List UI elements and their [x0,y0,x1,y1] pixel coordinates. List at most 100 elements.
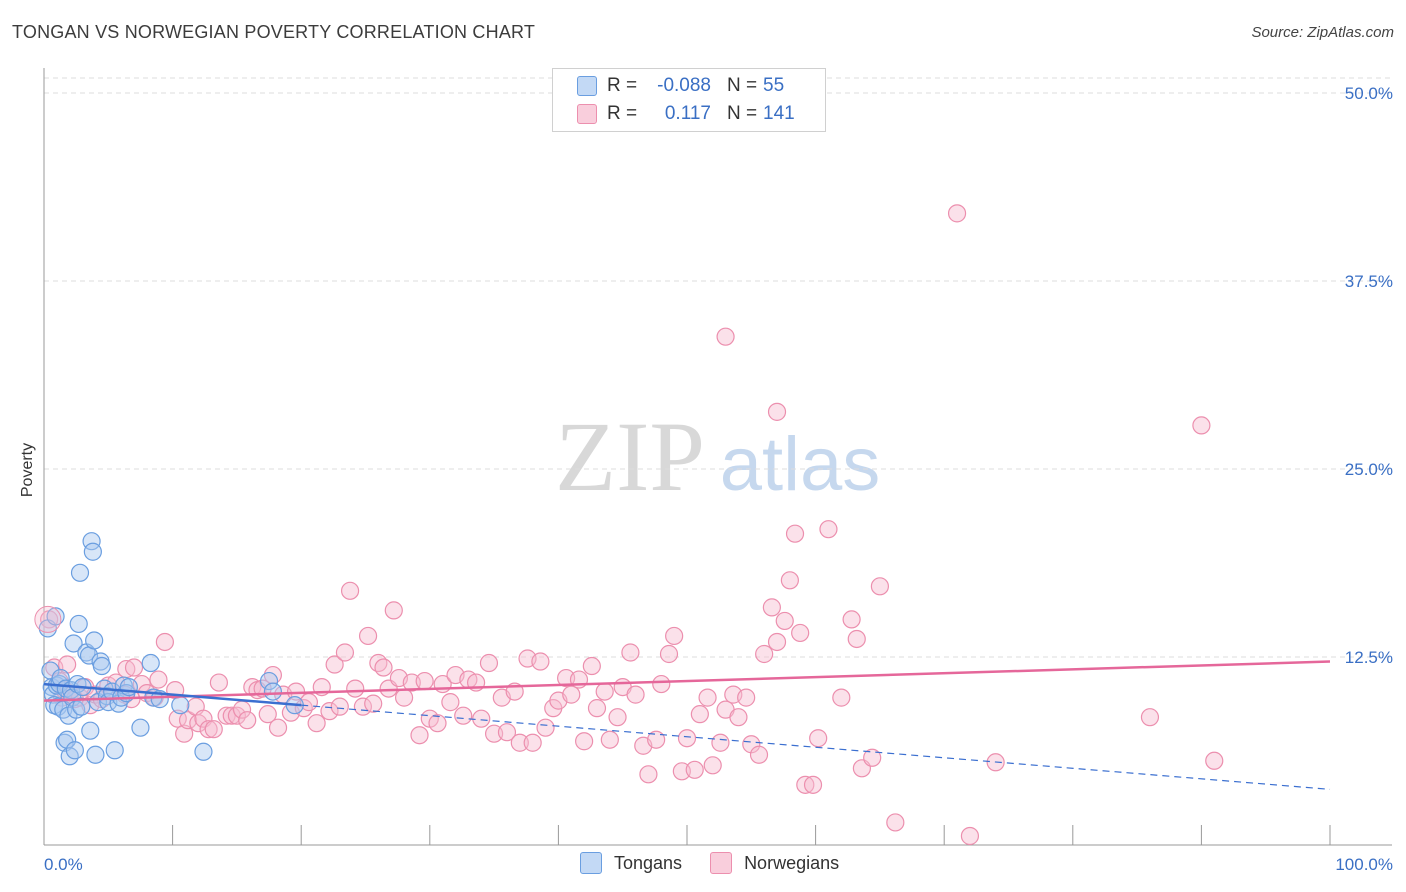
norwegian-point [832,688,851,707]
tongan-point [46,607,65,626]
norwegian-point [34,605,62,633]
r-value: -0.088 [657,75,711,96]
norwegian-point [780,571,799,590]
norwegian-point [394,688,414,707]
norwegian-point [472,709,491,728]
norwegian-point [325,655,344,674]
tongans-swatch [580,852,602,874]
norwegian-point [428,714,447,733]
norwegian-point [600,730,619,749]
tongan-point [65,741,84,760]
norwegian-point [155,632,174,652]
norwegian-point [268,718,288,737]
norwegian-point [947,204,967,223]
norwegian-point [204,720,223,739]
tongan-point [119,677,138,697]
tongan-point [81,721,100,740]
norwegian-point [124,658,144,677]
tongan-point [70,563,90,582]
x-tick-label: 100.0% [1335,855,1393,874]
legend-row-tongans: R = -0.088 N = 55 [577,73,784,99]
tongan-point [194,742,213,761]
norwegian-point [608,708,627,727]
norwegian-point [358,626,378,646]
norwegian-point [647,730,666,749]
norwegian-point [842,610,861,629]
norwegian-point [536,718,555,737]
norwegian-point [410,726,429,745]
norwegian-point [175,724,194,743]
norwegian-point [809,729,828,748]
legend-item-tongans[interactable]: Tongans [580,852,682,874]
norwegian-point [178,711,198,730]
legend-label: Tongans [614,852,683,873]
tongan-point [55,733,74,752]
norwegian-point [454,706,473,725]
r-label: R = [607,75,638,96]
norwegian-point [659,644,679,664]
norwegian-point [364,694,383,713]
norwegian-point [582,656,601,676]
y-tick-label: 25.0% [1345,460,1393,479]
norwegian-point [698,688,717,707]
norwegian-point [238,711,257,730]
norwegian-point [749,745,769,764]
norwegian-point [562,685,581,704]
y-tick-label: 12.5% [1345,648,1393,667]
norwegian-point [199,720,218,739]
norwegian-point [415,671,434,691]
norwegian-point [621,643,640,662]
norwegian-point [258,705,277,724]
norwegian-point [652,674,671,694]
legend-label: Norwegians [744,852,840,873]
norwegian-point [639,765,658,784]
tongan-point [85,631,104,650]
norwegian-point [587,699,607,718]
norwegian-point [335,643,355,662]
norwegian-point [217,706,236,725]
norwegian-point [775,611,794,631]
chart-title: TONGAN VS NORWEGIAN POVERTY CORRELATION … [12,22,536,42]
watermark-zip: ZIP [555,401,705,512]
tongan-trendline-extension [301,704,1331,790]
norwegian-point [665,626,684,646]
norwegian-point [762,598,781,617]
norwegian-point [796,775,815,794]
norwegian-point [346,679,365,698]
norwegian-point [595,682,614,701]
tongan-point [69,614,88,634]
norwegian-point [703,756,722,775]
norwegian-point [886,813,905,832]
norwegian-point [209,673,228,692]
y-tick-label: 37.5% [1345,272,1393,291]
norwegian-point [149,670,168,689]
tongan-point [67,700,86,719]
norwegian-point [340,581,360,600]
legend-row-norwegians: R = 0.117 N = 141 [577,101,795,127]
norwegian-point [847,629,866,649]
norwegian-point [791,623,810,643]
tongan-point [171,696,190,715]
tongan-point [141,653,160,673]
n-label: N = [727,103,758,124]
norwegian-point [441,693,460,712]
tongans-swatch [577,76,597,96]
watermark-atlas: atlas [720,422,881,507]
norwegian-point [374,658,393,677]
norwegian-point [575,732,594,751]
norwegian-point [755,644,774,664]
r-label: R = [607,103,638,124]
norwegian-point [626,685,645,704]
legend-item-norwegians[interactable]: Norwegians [710,852,839,874]
norwegian-point [1140,708,1160,727]
norwegian-point [819,520,838,539]
n-label: N = [727,75,758,96]
norwegian-point [767,402,787,421]
norwegian-point [785,524,805,543]
norwegian-point [711,733,730,752]
norwegian-point [1192,416,1211,435]
tongan-point [92,656,111,676]
tongan-trendline [43,682,302,707]
source-credit: Source: ZipAtlas.com [1251,24,1394,41]
